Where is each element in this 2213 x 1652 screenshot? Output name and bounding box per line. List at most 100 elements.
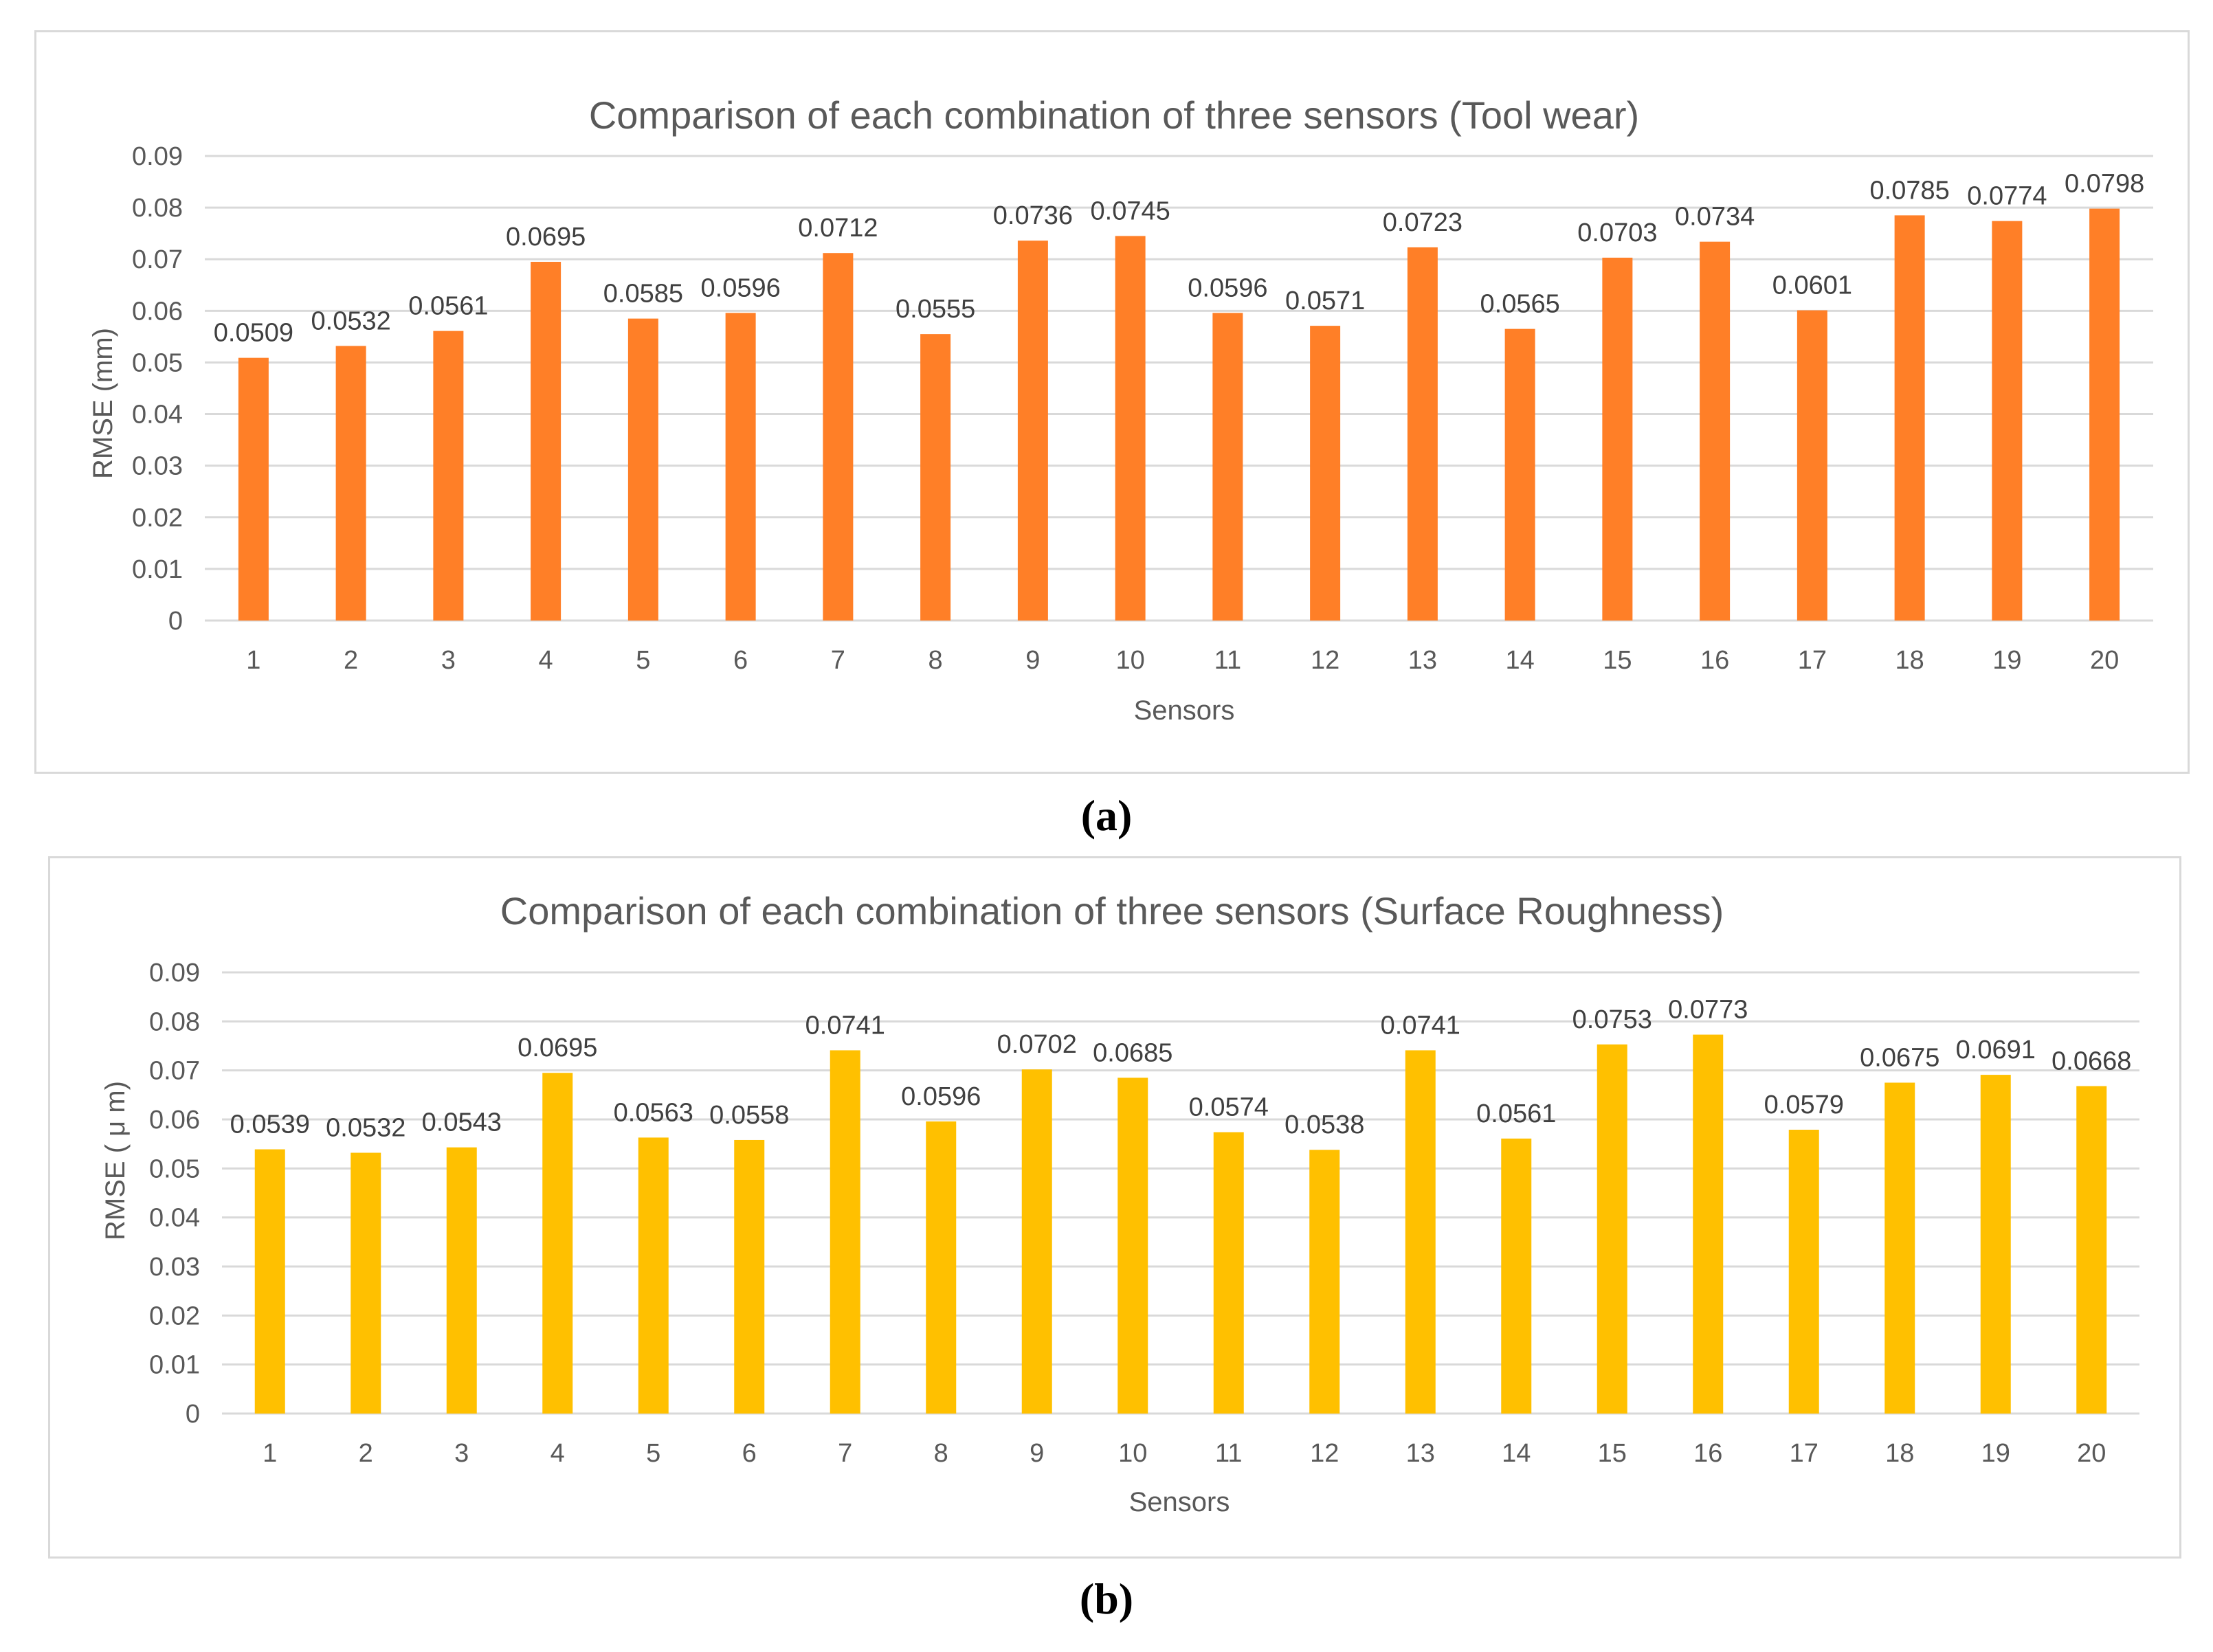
data-label: 0.0741 — [805, 1011, 885, 1040]
data-label: 0.0785 — [1870, 176, 1950, 205]
y-tick-label: 0.07 — [149, 1057, 200, 1086]
bar — [335, 346, 366, 621]
data-label: 0.0596 — [1188, 274, 1267, 302]
x-tick-label: 9 — [1030, 1439, 1044, 1468]
bar — [1884, 1082, 1915, 1414]
data-label: 0.0543 — [422, 1108, 502, 1137]
bar — [1017, 241, 1048, 621]
data-label: 0.0574 — [1189, 1093, 1269, 1122]
figure-caption-a: (a) — [1080, 791, 1133, 840]
x-tick-label: 1 — [246, 646, 260, 675]
x-tick-label: 6 — [733, 646, 748, 675]
y-tick-label: 0.05 — [132, 348, 183, 377]
data-label: 0.0532 — [311, 306, 391, 335]
data-label: 0.0712 — [798, 214, 878, 243]
x-tick-label: 13 — [1408, 646, 1437, 675]
x-tick-label: 6 — [742, 1439, 757, 1468]
bar — [1212, 313, 1243, 621]
data-label: 0.0736 — [993, 201, 1073, 230]
y-tick-label: 0.02 — [149, 1302, 200, 1330]
data-label: 0.0563 — [614, 1098, 693, 1127]
data-label: 0.0555 — [896, 295, 975, 324]
data-label: 0.0723 — [1383, 208, 1463, 237]
y-tick-label: 0.03 — [149, 1253, 200, 1282]
data-label: 0.0774 — [1967, 182, 2047, 211]
data-label: 0.0675 — [1860, 1044, 1939, 1073]
x-tick-label: 19 — [1992, 646, 2021, 675]
y-tick-label: 0.01 — [132, 555, 183, 584]
y-tick-label: 0.04 — [149, 1204, 200, 1233]
data-label: 0.0695 — [518, 1034, 597, 1062]
bar — [446, 1147, 477, 1414]
x-tick-label: 12 — [1310, 1439, 1339, 1468]
y-tick-label: 0 — [186, 1400, 200, 1429]
data-label: 0.0773 — [1668, 996, 1748, 1025]
data-label: 0.0753 — [1572, 1005, 1652, 1034]
x-tick-label: 14 — [1502, 1439, 1531, 1468]
y-tick-label: 0.03 — [132, 452, 183, 481]
x-tick-label: 13 — [1406, 1439, 1435, 1468]
bar — [1501, 1138, 1532, 1414]
x-axis-label: Sensors — [1129, 1487, 1230, 1517]
bar — [1309, 1150, 1340, 1414]
x-tick-label: 8 — [928, 646, 943, 675]
y-tick-label: 0.08 — [132, 194, 183, 223]
chart-surface-roughness: Comparison of each combination of three … — [100, 889, 2139, 1517]
bar — [734, 1139, 765, 1414]
data-label: 0.0695 — [506, 223, 586, 252]
bar — [1693, 1034, 1724, 1414]
bar — [1117, 1078, 1148, 1414]
bar — [627, 318, 658, 621]
x-tick-label: 15 — [1603, 646, 1632, 675]
bar — [433, 331, 464, 621]
x-tick-label: 19 — [1981, 1439, 2010, 1468]
x-tick-label: 2 — [359, 1439, 373, 1468]
bar — [351, 1152, 381, 1414]
data-label: 0.0691 — [1956, 1036, 2036, 1064]
bar — [1115, 236, 1146, 621]
y-tick-label: 0.07 — [132, 245, 183, 274]
data-label: 0.0532 — [326, 1114, 405, 1143]
x-tick-label: 18 — [1895, 646, 1924, 675]
bar — [1407, 247, 1438, 621]
bar — [1797, 310, 1827, 621]
bar — [2089, 208, 2120, 621]
bar — [1602, 257, 1633, 621]
data-label: 0.0741 — [1381, 1011, 1460, 1040]
x-tick-label: 5 — [646, 1439, 660, 1468]
x-tick-label: 16 — [1700, 646, 1729, 675]
bar — [1980, 1075, 2011, 1414]
bar — [254, 1149, 285, 1414]
bar — [2076, 1086, 2107, 1414]
bar — [1992, 221, 2023, 621]
y-tick-label: 0.04 — [132, 401, 183, 429]
x-tick-label: 20 — [2077, 1439, 2106, 1468]
data-label: 0.0561 — [408, 292, 488, 321]
x-tick-label: 14 — [1505, 646, 1534, 675]
bar — [1504, 328, 1535, 621]
data-label: 0.0558 — [709, 1101, 789, 1130]
bar — [638, 1137, 669, 1414]
bar — [1213, 1132, 1244, 1414]
data-label: 0.0539 — [230, 1110, 310, 1139]
data-label: 0.0561 — [1476, 1100, 1556, 1128]
data-label: 0.0703 — [1577, 219, 1657, 247]
bar — [1021, 1069, 1052, 1414]
x-tick-label: 7 — [838, 1439, 852, 1468]
x-tick-label: 4 — [551, 1439, 565, 1468]
data-label: 0.0745 — [1091, 197, 1170, 225]
data-label: 0.0668 — [2051, 1047, 2131, 1075]
data-label: 0.0565 — [1480, 290, 1560, 319]
x-tick-label: 12 — [1311, 646, 1339, 675]
x-tick-label: 10 — [1118, 1439, 1147, 1468]
y-tick-label: 0.06 — [149, 1106, 200, 1135]
data-label: 0.0734 — [1675, 203, 1755, 232]
data-label: 0.0579 — [1764, 1091, 1844, 1119]
x-tick-label: 17 — [1798, 646, 1827, 675]
x-tick-label: 7 — [831, 646, 845, 675]
bar — [926, 1121, 957, 1414]
x-tick-label: 16 — [1693, 1439, 1722, 1468]
x-tick-label: 3 — [454, 1439, 469, 1468]
x-tick-label: 8 — [934, 1439, 948, 1468]
data-label: 0.0596 — [901, 1082, 981, 1111]
